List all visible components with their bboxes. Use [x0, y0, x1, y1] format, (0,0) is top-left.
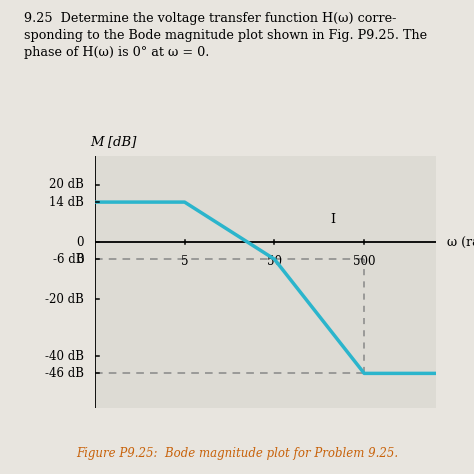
Text: 5: 5	[181, 255, 188, 268]
Text: -6 dB: -6 dB	[53, 253, 84, 266]
Text: 0: 0	[76, 254, 84, 266]
Text: 9.25  Determine the voltage transfer function H(ω) corre-
sponding to the Bode m: 9.25 Determine the voltage transfer func…	[24, 12, 427, 59]
Text: 20 dB: 20 dB	[49, 179, 84, 191]
Text: -46 dB: -46 dB	[45, 367, 84, 380]
Text: I: I	[330, 213, 335, 227]
Text: 50: 50	[267, 255, 282, 268]
Text: -40 dB: -40 dB	[45, 350, 84, 363]
Text: M [dB]: M [dB]	[91, 135, 137, 148]
Text: -20 dB: -20 dB	[45, 292, 84, 306]
Text: 0: 0	[76, 236, 84, 248]
Text: 14 dB: 14 dB	[49, 196, 84, 209]
Text: ω (rad/s): ω (rad/s)	[447, 236, 474, 248]
Text: Figure P9.25:  Bode magnitude plot for Problem 9.25.: Figure P9.25: Bode magnitude plot for Pr…	[76, 447, 398, 460]
Text: 500: 500	[353, 255, 375, 268]
